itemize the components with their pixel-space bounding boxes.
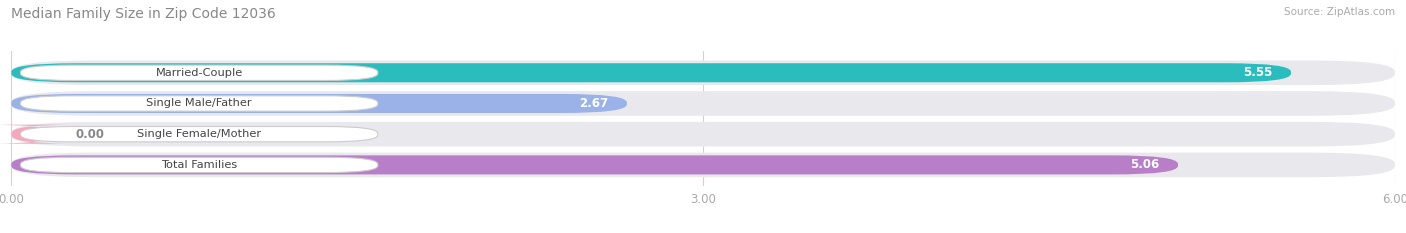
Text: Single Male/Father: Single Male/Father [146, 99, 252, 109]
FancyBboxPatch shape [11, 155, 1178, 175]
FancyBboxPatch shape [11, 122, 1395, 147]
FancyBboxPatch shape [11, 63, 1291, 82]
Text: 5.06: 5.06 [1130, 158, 1160, 171]
FancyBboxPatch shape [11, 91, 1395, 116]
Text: Single Female/Mother: Single Female/Mother [138, 129, 262, 139]
FancyBboxPatch shape [21, 157, 378, 173]
FancyBboxPatch shape [21, 96, 378, 111]
FancyBboxPatch shape [21, 127, 378, 142]
Text: Source: ZipAtlas.com: Source: ZipAtlas.com [1284, 7, 1395, 17]
FancyBboxPatch shape [21, 65, 378, 80]
FancyBboxPatch shape [11, 94, 627, 113]
Text: Total Families: Total Families [162, 160, 238, 170]
FancyBboxPatch shape [11, 61, 1395, 85]
FancyBboxPatch shape [11, 153, 1395, 177]
Text: 5.55: 5.55 [1243, 66, 1272, 79]
Text: Median Family Size in Zip Code 12036: Median Family Size in Zip Code 12036 [11, 7, 276, 21]
Text: 0.00: 0.00 [76, 128, 105, 141]
Text: 2.67: 2.67 [579, 97, 609, 110]
FancyBboxPatch shape [0, 125, 76, 144]
Text: Married-Couple: Married-Couple [156, 68, 243, 78]
